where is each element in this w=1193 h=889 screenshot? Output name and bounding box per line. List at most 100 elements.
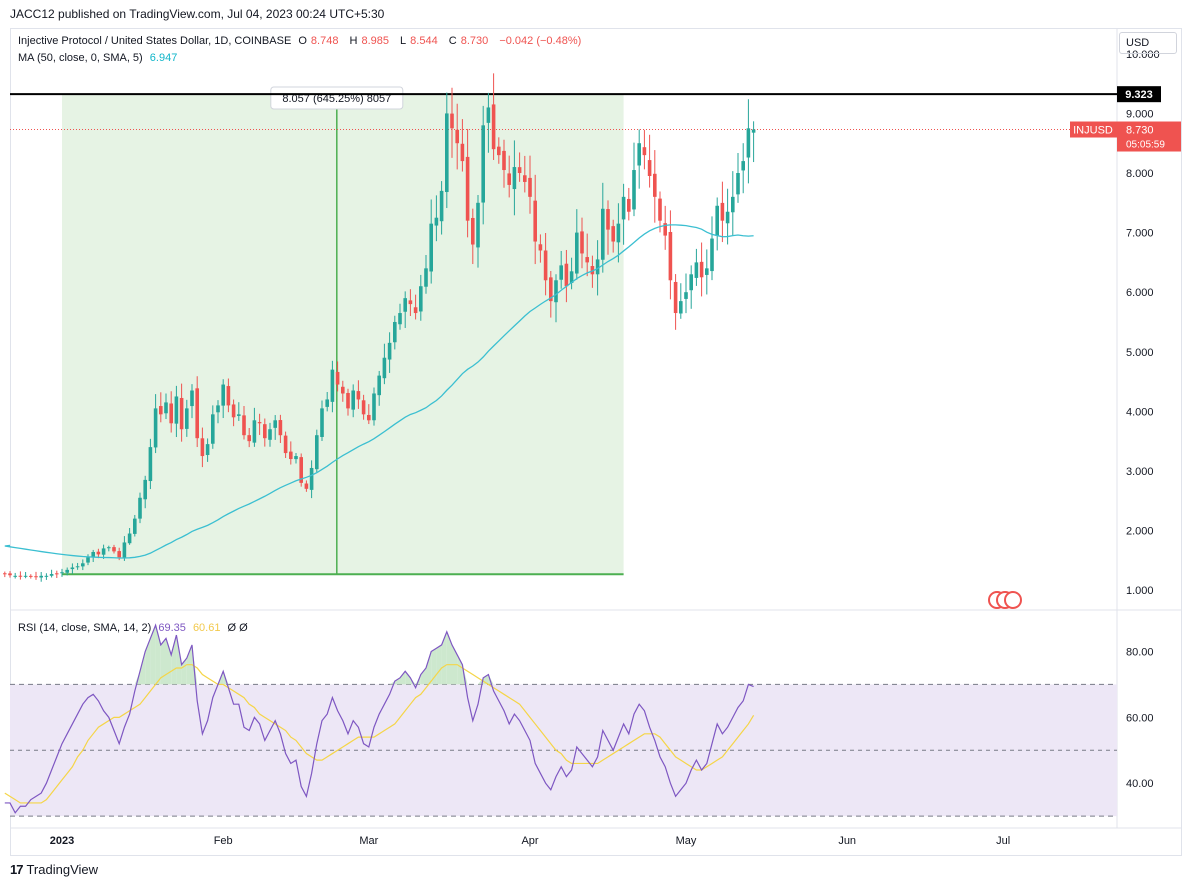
candle-body xyxy=(429,223,433,272)
candle-body xyxy=(335,371,340,385)
rsi-overbought-fill xyxy=(431,648,437,685)
currency-button[interactable]: USD xyxy=(1119,32,1177,54)
candle-body xyxy=(731,196,735,213)
candle-body xyxy=(200,438,205,457)
rsi-sma-value: 60.61 xyxy=(192,622,221,634)
chart-frame xyxy=(10,28,1182,856)
rsi-legend: RSI (14, close, SMA, 14, 2) 69.35 60.61 … xyxy=(18,622,252,634)
candle-body xyxy=(653,173,657,197)
candle-body xyxy=(517,167,522,174)
candle-body xyxy=(257,422,262,424)
candle-body xyxy=(309,467,314,490)
rsi-overbought-fill xyxy=(441,631,447,685)
rsi-overbought-fill xyxy=(420,667,426,685)
range-measure-label-box xyxy=(270,86,404,110)
low-label: L xyxy=(400,35,407,47)
candle-body xyxy=(289,451,293,460)
candle-body xyxy=(673,281,678,314)
candle-body xyxy=(221,384,225,406)
candle-body xyxy=(367,414,371,421)
candle-body xyxy=(211,414,215,444)
price-tick-label: 5.000 xyxy=(1126,347,1154,359)
rsi-overbought-fill xyxy=(160,638,166,685)
rsi-extra-values: Ø Ø xyxy=(227,622,248,634)
candle-body xyxy=(65,569,69,573)
candle-body xyxy=(34,576,38,578)
candle-body xyxy=(497,146,501,156)
rsi-overbought-fill xyxy=(134,671,140,685)
candle-body xyxy=(559,265,563,280)
rsi-overbought-fill xyxy=(410,677,416,685)
ma-line xyxy=(4,224,754,559)
candle-body xyxy=(252,420,257,443)
rsi-overbought-fill xyxy=(488,674,494,685)
candle-body xyxy=(122,542,127,558)
candle-body xyxy=(585,257,589,263)
tradingview-logo[interactable]: 17 TradingView xyxy=(10,862,98,877)
high-value: 8.985 xyxy=(361,35,389,47)
price-tick-label: 10.000 xyxy=(1126,49,1160,61)
symbol-title[interactable]: Injective Protocol / United States Dolla… xyxy=(18,35,292,47)
candle-body xyxy=(741,161,745,171)
candle-body xyxy=(616,223,621,243)
candle-body xyxy=(304,483,309,489)
candle-body xyxy=(39,575,43,578)
candle-body xyxy=(341,386,345,394)
time-tick-label: Jul xyxy=(996,835,1010,847)
rsi-overbought-fill xyxy=(405,671,411,685)
candle-body xyxy=(491,104,496,150)
candle-body xyxy=(481,125,485,203)
time-tick-label: Jun xyxy=(838,835,856,847)
rsi-overbought-fill xyxy=(166,638,172,685)
resistance-price-label: 9.323 xyxy=(1125,89,1153,101)
rsi-label[interactable]: RSI (14, close, SMA, 14, 2) xyxy=(18,622,152,634)
candle-body xyxy=(632,170,636,210)
candle-body xyxy=(351,390,355,410)
rsi-overbought-fill xyxy=(145,638,151,685)
candle-body xyxy=(190,390,194,407)
candle-body xyxy=(413,307,418,314)
candle-body xyxy=(29,575,33,577)
tradingview-logo-icon: 17 xyxy=(10,862,24,877)
rsi-overbought-fill xyxy=(462,664,468,685)
candle-body xyxy=(325,399,329,407)
candle-body xyxy=(185,408,189,429)
flag-icon xyxy=(1004,591,1022,609)
candle-body xyxy=(226,386,231,406)
rsi-overbought-fill xyxy=(394,677,400,685)
candle-body xyxy=(268,429,272,440)
candle-body xyxy=(153,408,158,448)
price-legend: Injective Protocol / United States Dolla… xyxy=(18,35,585,47)
candle-body xyxy=(117,551,121,558)
candles-group xyxy=(3,73,756,582)
time-tick-label: May xyxy=(676,835,697,847)
candle-body xyxy=(174,396,179,424)
candle-body xyxy=(112,547,116,552)
candle-body xyxy=(81,563,85,567)
candle-body xyxy=(408,300,413,305)
candle-body xyxy=(751,129,756,133)
ma-label[interactable]: MA (50, close, 0, SMA, 5) xyxy=(18,52,143,64)
candle-body xyxy=(13,575,17,577)
range-measure-label: 8.057 (645.25%) 8057 xyxy=(282,93,391,105)
range-measure-box xyxy=(62,94,624,575)
candle-body xyxy=(179,397,184,430)
candle-body xyxy=(699,261,704,278)
candle-body xyxy=(91,551,95,558)
candle-body xyxy=(668,231,673,281)
candle-body xyxy=(247,435,251,442)
candle-body xyxy=(393,321,397,343)
close-value: 8.730 xyxy=(460,35,489,47)
rsi-overbought-fill xyxy=(150,625,156,685)
candle-body xyxy=(75,566,80,568)
candle-body xyxy=(736,173,740,195)
published-info: JACC12 published on TradingView.com, Jul… xyxy=(10,7,385,21)
candle-body xyxy=(502,150,506,171)
countdown-label: 05:05:59 xyxy=(1126,140,1165,151)
rsi-tick-label: 40.00 xyxy=(1126,778,1154,790)
candle-body xyxy=(299,457,303,483)
candle-body xyxy=(382,357,387,379)
candle-body xyxy=(439,190,444,222)
candle-body xyxy=(595,259,600,275)
